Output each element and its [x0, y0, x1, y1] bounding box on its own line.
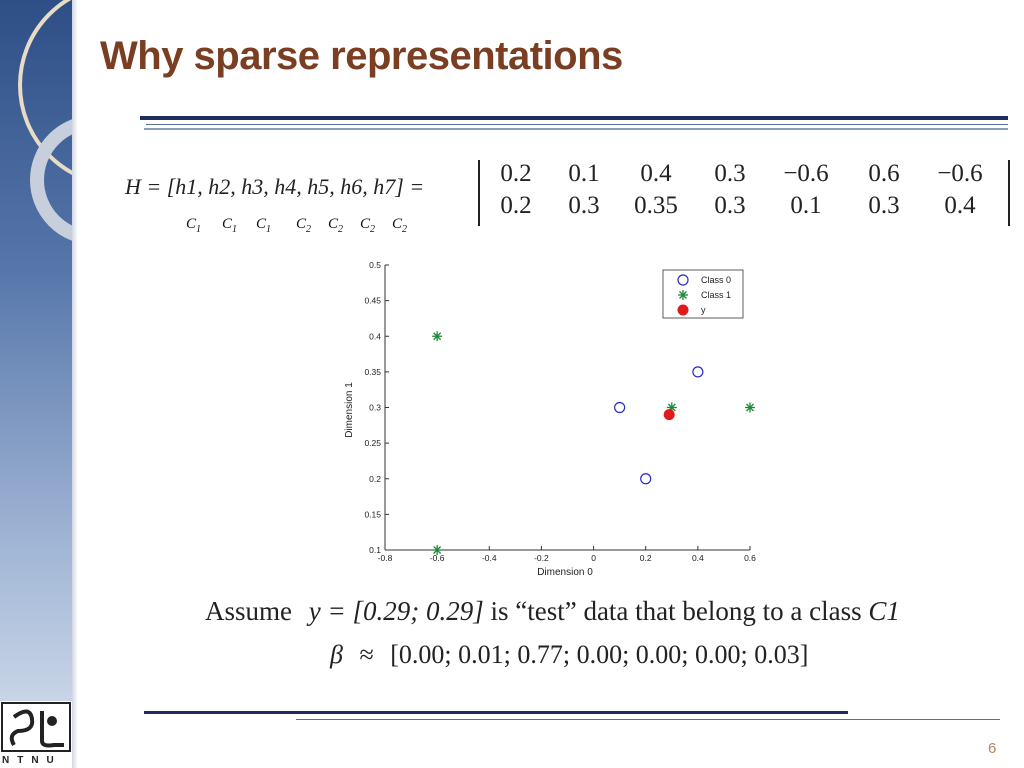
- x-tick-label: 0.6: [744, 553, 756, 563]
- x-tick-label: -0.4: [482, 553, 497, 563]
- legend-label: Class 0: [701, 275, 731, 285]
- sidebar-shadow: [72, 0, 78, 768]
- sidebar-arcs: [18, 0, 72, 241]
- matrix-cell: 0.3: [714, 160, 746, 187]
- feature-matrix-box: [456, 150, 1024, 230]
- matrix-cell: 0.1: [790, 192, 822, 219]
- y-tick-label: 0.2: [369, 474, 381, 484]
- class-label: C1: [222, 216, 238, 235]
- assume-prefix: Assume: [205, 596, 292, 626]
- assume-class: C1: [868, 596, 900, 626]
- matrix-cell: 0.3: [568, 192, 600, 219]
- ntnu-logo: NTNU: [0, 701, 72, 768]
- class-label: C1: [186, 216, 202, 235]
- legend-label: Class 1: [701, 290, 731, 300]
- legend-box: [662, 269, 744, 319]
- x-tick-label: 0.4: [692, 553, 704, 563]
- data-point: [432, 331, 443, 342]
- x-tick-label: 0.2: [640, 553, 652, 563]
- matrix-cell: 0.4: [944, 192, 976, 219]
- y-tick-label: 0.25: [364, 438, 381, 448]
- matrix-cell: −0.6: [783, 160, 829, 187]
- sidebar-arc-inner: [30, 119, 72, 241]
- matrix-cell: 0.3: [714, 192, 746, 219]
- y-tick-label: 0.5: [369, 260, 381, 270]
- title-rule-thin: [146, 124, 1008, 125]
- y-tick-label: 0.45: [364, 296, 381, 306]
- class-label: C2: [392, 216, 408, 235]
- title-rule-thick: [140, 116, 1008, 120]
- beta-symbol: β: [330, 640, 343, 669]
- title-rule-light: [144, 128, 1008, 130]
- matrix-right-bar: [1008, 160, 1010, 226]
- sidebar-arc-outer: [18, 0, 72, 175]
- x-tick-label: -0.2: [534, 553, 549, 563]
- data-point: [692, 366, 704, 378]
- footer-rule-thick: [144, 711, 848, 714]
- matrix-cell: 0.4: [640, 160, 672, 187]
- assume-equation: y = [0.29; 0.29]: [308, 596, 484, 626]
- class-label: C1: [256, 216, 272, 235]
- page-number: 6: [988, 740, 997, 757]
- data-point: [663, 409, 675, 421]
- matrix-cell: 0.6: [868, 160, 900, 187]
- class-label: C2: [360, 216, 376, 235]
- data-point: [745, 402, 755, 413]
- y-tick-label: 0.35: [364, 367, 381, 377]
- beta-value: [0.00; 0.01; 0.77; 0.00; 0.00; 0.00; 0.0…: [390, 640, 809, 669]
- matrix-cell: −0.6: [937, 160, 983, 187]
- scatter-plot: -0.8 -0.6 -0.4 -0.2 0 0.2 0.4 0.6 0.1 0.15 0.2 0.25…: [344, 260, 756, 578]
- y-tick-label: 0.1: [369, 545, 381, 555]
- matrix-cell: 0.3: [868, 192, 900, 219]
- slide-title: Why sparse representations: [100, 34, 623, 78]
- sidebar-decoration: [0, 0, 72, 768]
- logo-text: NTNU: [2, 755, 62, 766]
- data-point: [640, 473, 652, 485]
- beta-approx: ≈: [359, 640, 374, 669]
- logo-mark: [1, 702, 71, 752]
- x-tick-label: -0.6: [430, 553, 445, 563]
- x-tick-label: 0: [591, 553, 596, 563]
- matrix-cell: 0.2: [500, 192, 532, 219]
- matrix-left-bar: [478, 160, 480, 226]
- matrix-cell: 0.1: [568, 160, 600, 187]
- h-equation: H = [h1, h2, h3, h4, h5, h6, h7] =: [125, 174, 425, 199]
- plot-legend: Class 0 Class 1 y: [662, 269, 744, 319]
- y-tick-label: 0.3: [369, 403, 381, 413]
- y-tick-label: 0.4: [369, 331, 381, 341]
- matrix-cell: 0.35: [634, 192, 678, 219]
- x-tick-label: -0.8: [378, 553, 393, 563]
- footer-rule-thin: [296, 719, 1000, 720]
- data-point: [614, 401, 626, 414]
- legend-marker: [677, 304, 689, 316]
- class-label: C2: [328, 216, 344, 235]
- class-label: C2: [296, 216, 312, 235]
- plot-ticks: -0.8 -0.6 -0.4 -0.2 0 0.2 0.4 0.6 0.1 0.15 0.2 0.25…: [364, 260, 756, 563]
- legend-marker: [678, 290, 688, 300]
- matrix-cell: 0.2: [500, 160, 532, 187]
- y-tick-label: 0.15: [364, 509, 381, 519]
- data-point: [432, 545, 443, 555]
- x-axis-label: Dimension 0: [537, 567, 593, 578]
- plot-points: [432, 331, 755, 555]
- y-axis-label: Dimension 1: [344, 382, 355, 438]
- legend-label: y: [701, 305, 706, 315]
- legend-marker: [677, 274, 689, 286]
- beta-statement: β ≈ [0.00; 0.01; 0.77; 0.00; 0.00; 0.00;…: [330, 640, 808, 670]
- assume-suffix: is “test” data that belong to a class: [490, 596, 862, 626]
- assume-statement: Assume y = [0.29; 0.29] is “test” data t…: [205, 596, 900, 627]
